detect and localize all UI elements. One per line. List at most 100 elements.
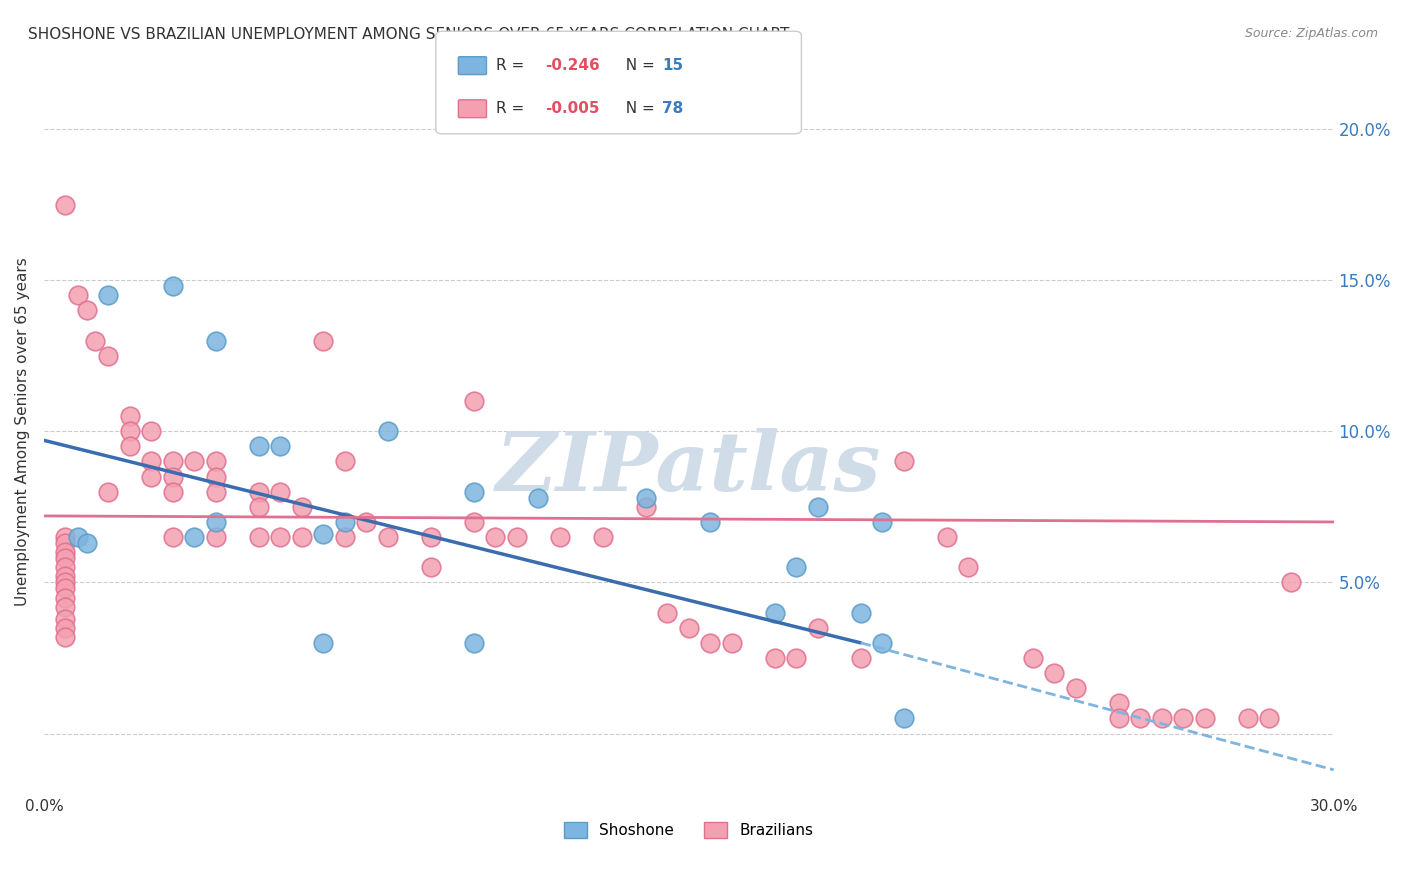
Point [118, 424, 141, 438]
Point [763, 606, 786, 620]
Point [807, 621, 830, 635]
Point [269, 484, 291, 499]
Point [849, 606, 872, 620]
Point [785, 560, 807, 574]
Point [55, 551, 77, 566]
Point [548, 530, 571, 544]
Point [893, 454, 915, 468]
Point [205, 530, 228, 544]
Point [84, 334, 107, 348]
Point [463, 515, 485, 529]
Point [205, 515, 228, 529]
Text: 15: 15 [662, 58, 683, 73]
Point [247, 500, 270, 514]
Y-axis label: Unemployment Among Seniors over 65 years: Unemployment Among Seniors over 65 years [15, 257, 30, 606]
Point [634, 491, 657, 505]
Point [141, 469, 163, 483]
Point [893, 711, 915, 725]
Point [699, 636, 721, 650]
Point [55, 197, 77, 211]
Point [785, 651, 807, 665]
Text: -0.246: -0.246 [546, 58, 600, 73]
Point [333, 515, 356, 529]
Text: SHOSHONE VS BRAZILIAN UNEMPLOYMENT AMONG SENIORS OVER 65 YEARS CORRELATION CHART: SHOSHONE VS BRAZILIAN UNEMPLOYMENT AMONG… [28, 27, 790, 42]
Point [1279, 575, 1302, 590]
Point [55, 621, 77, 635]
Point [269, 439, 291, 453]
Point [333, 454, 356, 468]
Point [312, 334, 335, 348]
Point [76, 303, 98, 318]
Point [141, 454, 163, 468]
Point [67, 530, 90, 544]
Point [205, 469, 228, 483]
Text: Source: ZipAtlas.com: Source: ZipAtlas.com [1244, 27, 1378, 40]
Point [67, 288, 90, 302]
Text: N =: N = [616, 58, 659, 73]
Point [870, 636, 893, 650]
Point [377, 530, 399, 544]
Point [162, 469, 184, 483]
Point [55, 612, 77, 626]
Point [1258, 711, 1281, 725]
Point [763, 651, 786, 665]
Point [1173, 711, 1195, 725]
Point [356, 515, 378, 529]
Point [183, 454, 205, 468]
Point [870, 515, 893, 529]
Point [678, 621, 700, 635]
Point [1194, 711, 1216, 725]
Point [55, 630, 77, 644]
Point [247, 484, 270, 499]
Point [1108, 711, 1130, 725]
Point [935, 530, 957, 544]
Point [1236, 711, 1258, 725]
Point [377, 424, 399, 438]
Point [957, 560, 980, 574]
Point [55, 545, 77, 559]
Point [699, 515, 721, 529]
Point [807, 500, 830, 514]
Point [55, 582, 77, 596]
Point [76, 536, 98, 550]
Point [720, 636, 742, 650]
Point [141, 424, 163, 438]
Point [205, 334, 228, 348]
Point [97, 288, 120, 302]
Point [97, 484, 120, 499]
Point [1064, 681, 1087, 696]
Point [527, 491, 550, 505]
Point [634, 500, 657, 514]
Point [506, 530, 529, 544]
Point [1129, 711, 1152, 725]
Point [55, 599, 77, 614]
Point [162, 279, 184, 293]
Point [55, 569, 77, 583]
Point [463, 394, 485, 409]
Text: ZIPatlas: ZIPatlas [496, 427, 882, 508]
Text: R =: R = [496, 101, 530, 116]
Point [333, 530, 356, 544]
Text: -0.005: -0.005 [546, 101, 600, 116]
Point [484, 530, 506, 544]
Point [55, 591, 77, 605]
Point [55, 575, 77, 590]
Text: 78: 78 [662, 101, 683, 116]
Point [118, 439, 141, 453]
Point [97, 349, 120, 363]
Legend: Shoshone, Brazilians: Shoshone, Brazilians [558, 816, 820, 845]
Point [162, 484, 184, 499]
Point [463, 484, 485, 499]
Point [312, 636, 335, 650]
Point [463, 636, 485, 650]
Point [55, 536, 77, 550]
Point [162, 454, 184, 468]
Point [419, 560, 441, 574]
Point [419, 530, 441, 544]
Point [1043, 666, 1066, 681]
Point [247, 439, 270, 453]
Point [183, 530, 205, 544]
Point [55, 530, 77, 544]
Point [118, 409, 141, 424]
Point [657, 606, 679, 620]
